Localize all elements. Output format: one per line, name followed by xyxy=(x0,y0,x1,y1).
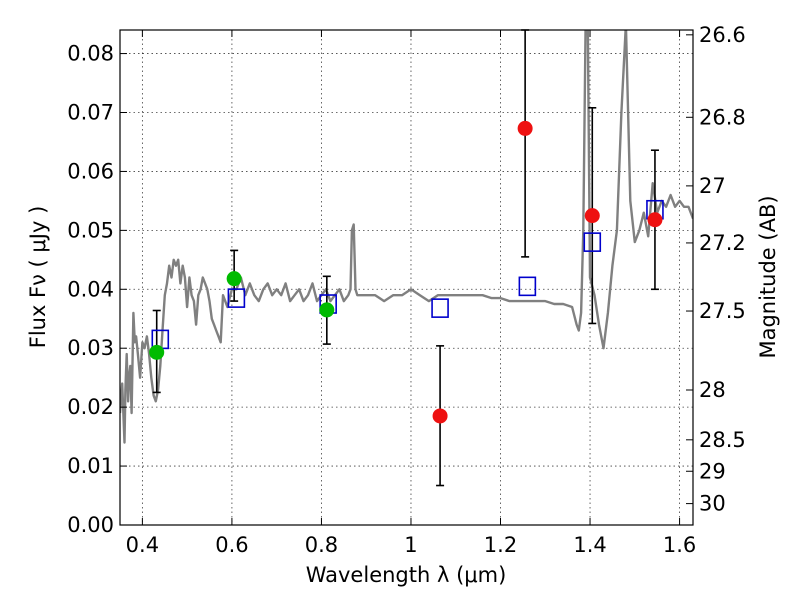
model-photometry-box xyxy=(518,276,537,297)
measured-flux-point xyxy=(432,408,448,424)
y2-tick-label: 29 xyxy=(699,459,726,483)
x-tick-label: 1.6 xyxy=(663,533,696,557)
x-tick-label: 1.4 xyxy=(573,533,606,557)
measured-flux-point xyxy=(517,120,533,136)
y2-tick-label: 27 xyxy=(699,174,726,198)
y-tick-label: 0.02 xyxy=(67,395,114,419)
y2-tick-label: 26.8 xyxy=(699,105,746,129)
y-axis-title: Flux Fν ( μJy ) xyxy=(26,206,50,349)
y-tick-label: 0.03 xyxy=(67,336,114,360)
x-tick-label: 1.2 xyxy=(484,533,517,557)
x-axis-title: Wavelength λ (μm) xyxy=(306,563,507,587)
y2-axis-title: Magnitude (AB) xyxy=(756,195,780,358)
plot-frame xyxy=(119,29,694,526)
y-tick-label: 0.05 xyxy=(67,218,114,242)
y2-tick-label: 26.6 xyxy=(699,23,746,47)
y-tick-label: 0.06 xyxy=(67,159,114,183)
plot-background xyxy=(120,30,693,525)
point-layer xyxy=(149,120,663,424)
y-tick-label: 0.04 xyxy=(67,277,114,301)
x-tick-label: 1 xyxy=(404,533,417,557)
y2-tick-label: 30 xyxy=(699,492,726,516)
observed-flux-point xyxy=(319,302,335,318)
measured-flux-point xyxy=(647,212,663,228)
y2-tick-label: 27.5 xyxy=(699,299,746,323)
model-photometry-box xyxy=(431,298,449,318)
y-tick-label: 0.07 xyxy=(67,101,114,125)
y2-tick-label: 27.2 xyxy=(699,231,746,255)
y2-tick-label: 28 xyxy=(699,378,726,402)
x-tick-label: 0.4 xyxy=(126,533,159,557)
y2-tick-label: 28.5 xyxy=(699,428,746,452)
model-photometry-box xyxy=(227,288,246,308)
observed-flux-point xyxy=(149,344,165,360)
tick-layer: 0.4 0.6 0.8 1 1.2 1.4 1.6 0.00 0.01 0.02 0.03 0.04 0… xyxy=(67,23,746,557)
model-photometry-box xyxy=(583,232,602,252)
y-tick-label: 0.08 xyxy=(67,42,114,66)
measured-flux-point xyxy=(584,208,600,224)
x-tick-label: 0.8 xyxy=(305,533,338,557)
x-tick-label: 0.6 xyxy=(215,533,248,557)
observed-flux-point xyxy=(226,271,242,287)
y-tick-label: 0.00 xyxy=(67,513,114,537)
y-tick-label: 0.01 xyxy=(67,454,114,478)
